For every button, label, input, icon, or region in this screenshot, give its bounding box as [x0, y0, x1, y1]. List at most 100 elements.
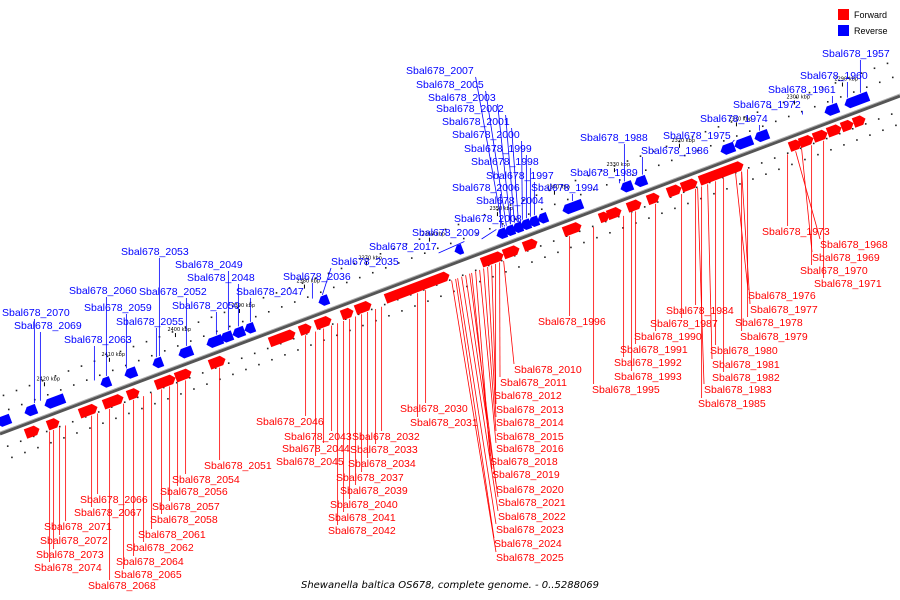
track-dot [288, 287, 291, 289]
track-dot [275, 292, 278, 294]
forward-gene-arrow [825, 124, 842, 138]
scale-tick-label: 2390 kbp [231, 303, 255, 309]
frame-track-1 [2, 62, 889, 397]
track-dot [45, 430, 48, 433]
forward-gene-arrow [77, 403, 98, 419]
track-dot [539, 245, 542, 247]
leader-line [455, 278, 495, 539]
forward-gene-arrow [383, 271, 450, 304]
track-dot [865, 86, 868, 88]
reverse-gene-arrow [44, 393, 67, 409]
leader-line [485, 90, 507, 226]
gene-labels: Sbal678_1957 Sbal678_1960 Sbal678_1961 Sbal… [2, 48, 890, 592]
track-dot [500, 259, 503, 262]
legend-forward-swatch [838, 9, 849, 20]
forward-gene-arrow [851, 115, 866, 128]
track-dot [422, 289, 425, 291]
gene-label-sbal678_1987: Sbal678_1987 [650, 318, 718, 330]
reverse-gene-arrow [152, 356, 165, 369]
track-dot [748, 130, 751, 132]
track-dot [163, 350, 166, 352]
reverse-gene-arrow [206, 334, 225, 348]
track-dot [665, 145, 668, 148]
forward-gene-arrow [313, 315, 332, 330]
forward-gene-arrow [665, 184, 682, 198]
track-dot [552, 240, 555, 242]
track-dot [483, 213, 486, 216]
gene-label-sbal678_1971: Sbal678_1971 [814, 278, 882, 290]
forward-gene-arrow [697, 164, 734, 186]
track-dot [357, 313, 360, 316]
track-dot [553, 203, 556, 206]
scale-tick-label: 2320 kbp [671, 138, 695, 144]
track-dot [314, 277, 317, 280]
gene-label-sbal678_1972: Sbal678_1972 [733, 99, 801, 111]
track-dot [427, 300, 429, 302]
track-dot [24, 451, 26, 454]
track-dot [851, 127, 854, 130]
track-dot [119, 350, 122, 353]
genome-backbone [0, 94, 900, 436]
track-dot [102, 422, 104, 425]
gene-label-sbal678_2025: Sbal678_2025 [496, 552, 564, 564]
gene-label-sbal678_1990: Sbal678_1990 [634, 331, 702, 343]
track-dot [449, 242, 452, 245]
forward-gene-arrow [605, 207, 622, 221]
gene-label-sbal678_2023: Sbal678_2023 [496, 524, 564, 536]
track-dot [609, 231, 611, 234]
gene-label-sbal678_2015: Sbal678_2015 [496, 431, 564, 443]
track-dot [704, 130, 707, 133]
track-dot [418, 238, 421, 240]
track-dot [605, 184, 608, 186]
gene-label-sbal678_2067: Sbal678_2067 [74, 507, 142, 519]
track-dot [557, 251, 559, 254]
leader-line [511, 127, 519, 222]
gene-label-sbal678_2046: Sbal678_2046 [256, 416, 324, 428]
gene-label-sbal678_2007: Sbal678_2007 [406, 65, 474, 77]
scale-tick-label: 2330 kbp [606, 162, 630, 168]
gene-label-sbal678_2014: Sbal678_2014 [496, 417, 564, 429]
gene-label-sbal678_2073: Sbal678_2073 [36, 549, 104, 561]
gene-label-sbal678_2008: Sbal678_2008 [454, 213, 522, 225]
track-dot [370, 308, 373, 311]
track-dot [206, 383, 208, 385]
track-dot [808, 91, 811, 94]
track-dot [778, 168, 780, 171]
track-dot [132, 345, 135, 348]
track-dot [245, 368, 247, 371]
track-dot [479, 280, 481, 283]
gene-label-sbal678_1957: Sbal678_1957 [822, 48, 890, 60]
track-dot [384, 267, 387, 269]
legend-forward-label: Forward [854, 10, 887, 20]
track-dot [791, 163, 793, 166]
reverse-gene-arrow [454, 243, 465, 255]
leader-line [741, 171, 751, 305]
track-dot [717, 126, 720, 128]
track-dot [397, 262, 400, 264]
track-dot [137, 359, 140, 362]
reverse-gene-arrow [528, 215, 541, 227]
gene-features [0, 91, 871, 439]
track-dot [201, 372, 204, 374]
gene-label-sbal678_2043: Sbal678_2043 [284, 431, 352, 443]
gene-label-sbal678_2048: Sbal678_2048 [187, 272, 255, 284]
gene-label-sbal678_2005: Sbal678_2005 [416, 79, 484, 91]
track-dot [58, 425, 61, 428]
gene-label-sbal678_2030: Sbal678_2030 [400, 403, 468, 415]
track-dot [574, 179, 577, 182]
track-dot [20, 403, 23, 406]
scale-tick-label: 2340 kbp [546, 185, 570, 191]
track-dot [804, 158, 806, 161]
track-dot [197, 321, 200, 323]
leader-line [497, 103, 511, 225]
reverse-gene-arrow [318, 294, 331, 306]
track-dot [821, 86, 824, 89]
track-dot [423, 252, 426, 254]
leader-line [732, 139, 735, 143]
gene-label-sbal678_2059: Sbal678_2059 [84, 302, 152, 314]
gene-label-sbal678_2024: Sbal678_2024 [494, 538, 562, 550]
gene-label-sbal678_1977: Sbal678_1977 [750, 304, 818, 316]
track-dot [765, 173, 767, 175]
track-dot [444, 228, 447, 231]
legend-reverse-swatch [838, 25, 849, 36]
